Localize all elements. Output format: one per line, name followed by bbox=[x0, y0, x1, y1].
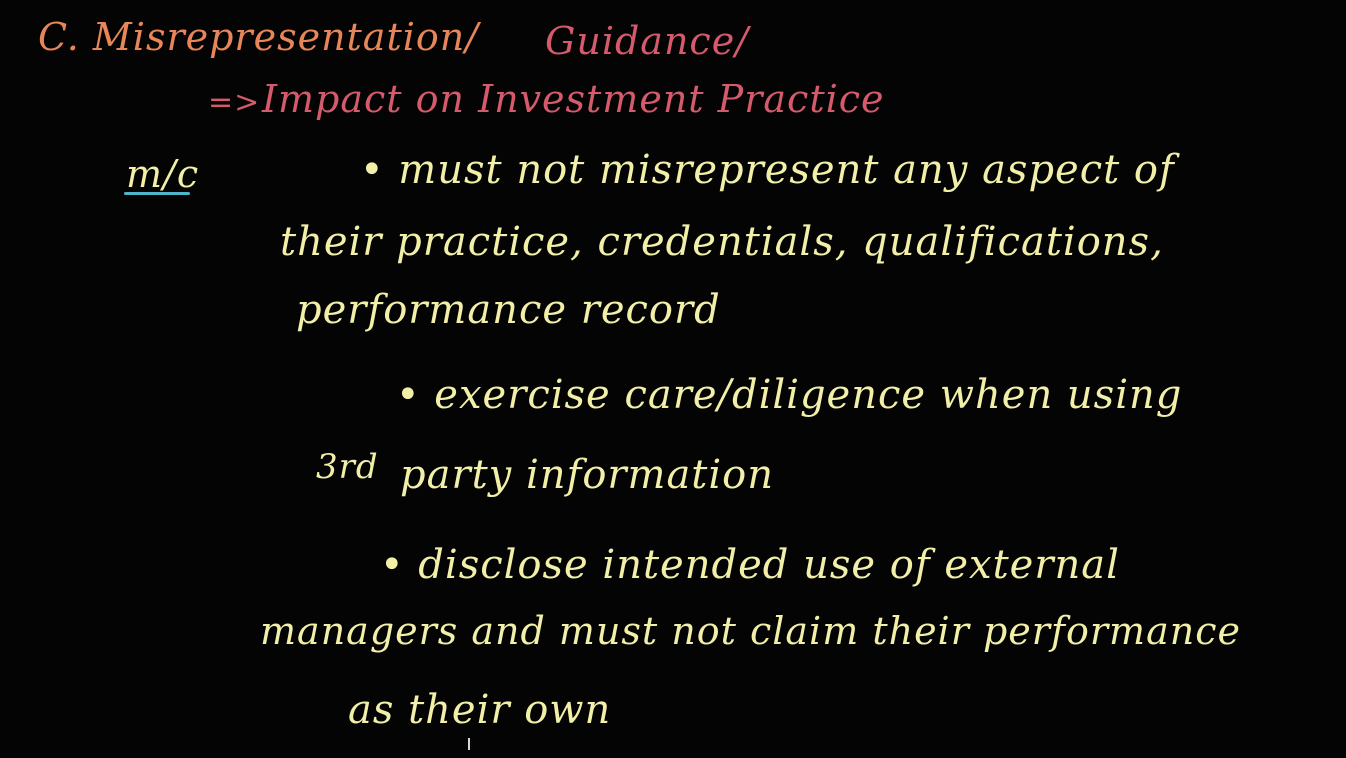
pen-cursor bbox=[468, 738, 470, 750]
bullet-1-line-3: performance record bbox=[296, 287, 721, 333]
heading-part-1: C. Misrepresentation/ bbox=[38, 15, 480, 59]
subheading: Impact on Investment Practice bbox=[262, 77, 885, 121]
bullet-2-line-2: party information bbox=[400, 452, 775, 498]
bullet-3-line-2: managers and must not claim their perfor… bbox=[260, 609, 1241, 653]
heading-part-2: Guidance/ bbox=[545, 19, 750, 63]
bullet-2-prefix: 3rd bbox=[316, 447, 379, 487]
mc-label: m/c bbox=[126, 152, 200, 196]
bullet-3-line-3: as their own bbox=[348, 687, 612, 733]
bullet-1-line-2: their practice, credentials, qualificati… bbox=[280, 219, 1164, 265]
bullet-3-line-1: • disclose intended use of external bbox=[380, 542, 1120, 588]
mc-underline bbox=[124, 192, 190, 195]
bullet-2-line-1: • exercise care/diligence when using bbox=[396, 372, 1183, 418]
subheading-arrow: => bbox=[208, 85, 261, 120]
bullet-1-line-1: • must not misrepresent any aspect of bbox=[360, 147, 1175, 193]
